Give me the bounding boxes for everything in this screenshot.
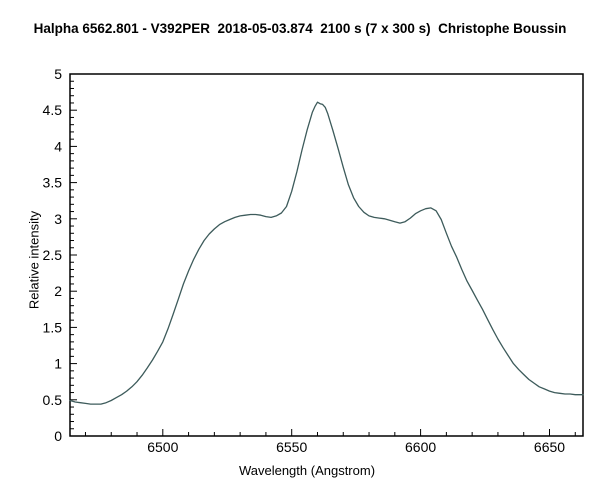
y-axis-label: Relative intensity <box>26 210 42 310</box>
x-tick-label: 6650 <box>534 439 565 455</box>
y-tick-label: 3 <box>54 211 62 227</box>
plot-border <box>69 73 584 437</box>
y-tick-label: 5 <box>54 66 62 82</box>
y-tick-label: 0.5 <box>43 392 63 408</box>
x-axis-label: Wavelength (Angstrom) <box>238 463 376 478</box>
y-tick-label: 1.5 <box>43 319 63 335</box>
y-tick-label: 0 <box>54 428 62 444</box>
x-tick-label: 6550 <box>276 439 307 455</box>
y-tick-label: 2 <box>54 283 62 299</box>
chart-title: Halpha 6562.801 - V392PER 2018-05-03.874… <box>33 21 567 36</box>
y-tick-label: 4 <box>54 138 62 154</box>
y-tick-label: 3.5 <box>43 175 63 191</box>
x-tick-label: 6600 <box>405 439 436 455</box>
y-tick-label: 2.5 <box>43 247 63 263</box>
spectrum-line <box>69 101 584 405</box>
y-tick-label: 4.5 <box>43 102 63 118</box>
y-tick-label: 1 <box>54 356 62 372</box>
x-tick-label: 6500 <box>147 439 178 455</box>
